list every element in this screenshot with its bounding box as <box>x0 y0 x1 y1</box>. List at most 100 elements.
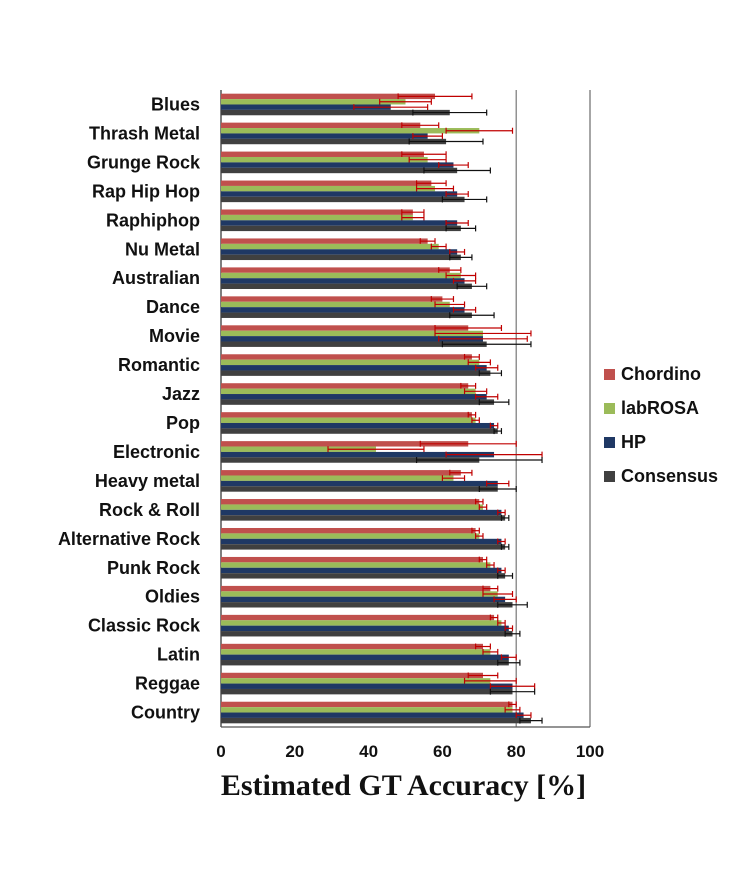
category-label: Raphiphop <box>106 210 200 230</box>
bar <box>221 301 450 308</box>
bar <box>221 712 524 718</box>
bar <box>221 486 498 492</box>
bar <box>221 93 436 100</box>
bar <box>221 625 509 632</box>
category-label: Thrash Metal <box>89 123 200 143</box>
category-label: Grunge Rock <box>87 152 201 172</box>
bar <box>221 196 465 203</box>
category-label: Movie <box>149 326 200 346</box>
bar <box>221 701 513 708</box>
category-label: Punk Rock <box>107 558 201 578</box>
bar <box>221 267 450 273</box>
category-label: Classic Rock <box>88 616 201 636</box>
category-label: Country <box>131 703 200 723</box>
x-tick-label: 20 <box>285 742 304 761</box>
bar <box>221 133 428 139</box>
bar <box>221 272 461 279</box>
bar <box>221 254 461 261</box>
bar <box>221 585 491 592</box>
bar <box>221 631 513 637</box>
bar <box>221 499 480 505</box>
bar <box>221 214 413 221</box>
bar <box>221 602 513 608</box>
bar <box>221 162 454 168</box>
bar <box>221 238 428 244</box>
legend-label: Consensus <box>621 466 718 486</box>
category-label: Romantic <box>118 355 200 375</box>
bar <box>221 220 458 226</box>
bar <box>221 707 513 713</box>
bar <box>221 365 487 371</box>
bar <box>221 567 502 574</box>
bar <box>221 678 491 684</box>
legend-label: HP <box>621 432 646 452</box>
category-label: Alternative Rock <box>58 529 201 549</box>
bar <box>221 283 472 290</box>
bar <box>221 417 476 423</box>
bar <box>221 556 483 563</box>
bar <box>221 441 469 447</box>
bar <box>221 336 483 342</box>
category-label: Heavy metal <box>95 471 200 491</box>
bar <box>221 138 447 145</box>
bar <box>221 370 491 376</box>
bar <box>221 422 495 429</box>
bar <box>221 104 391 110</box>
x-axis-title: Estimated GT Accuracy [%] <box>221 769 586 802</box>
x-tick-label: 80 <box>507 742 526 761</box>
bar <box>221 480 498 487</box>
bar <box>221 151 424 157</box>
category-label: Rap Hip Hop <box>92 181 200 201</box>
category-label: Electronic <box>113 442 200 462</box>
bar <box>221 383 469 389</box>
bar <box>221 249 458 255</box>
bar <box>221 683 513 689</box>
legend-label: labROSA <box>621 398 699 418</box>
bar <box>221 167 458 174</box>
category-label: Blues <box>151 94 200 114</box>
bar <box>221 388 476 395</box>
bar <box>221 312 472 318</box>
bar <box>221 660 509 666</box>
bar <box>221 457 480 463</box>
category-label: Latin <box>157 645 200 665</box>
bar <box>221 446 376 452</box>
bar <box>221 399 495 405</box>
bar <box>221 614 495 621</box>
bar <box>221 359 480 366</box>
bar <box>221 278 465 284</box>
bar <box>221 191 458 197</box>
bar <box>221 527 476 534</box>
category-label: Nu Metal <box>125 239 200 259</box>
category-label: Australian <box>112 268 200 288</box>
bar <box>221 325 469 331</box>
bar <box>221 412 472 418</box>
bar <box>221 538 502 545</box>
bar <box>221 509 502 516</box>
bar <box>221 296 443 302</box>
bar <box>221 504 483 510</box>
legend-swatch <box>604 403 615 414</box>
x-tick-label: 100 <box>576 742 604 761</box>
bar <box>221 243 439 250</box>
bar <box>221 128 480 134</box>
bar <box>221 394 487 400</box>
bar <box>221 672 483 679</box>
bar <box>221 451 495 458</box>
bar <box>221 428 498 434</box>
bar <box>221 654 509 661</box>
legend-swatch <box>604 437 615 448</box>
bar <box>221 470 461 476</box>
bar <box>221 649 491 655</box>
bar <box>221 475 454 481</box>
bar <box>221 643 483 650</box>
bar <box>221 330 483 337</box>
legend-swatch <box>604 369 615 380</box>
bar <box>221 354 472 360</box>
bar <box>221 717 531 724</box>
bar <box>221 544 506 550</box>
bar <box>221 156 428 163</box>
bar <box>221 180 432 186</box>
